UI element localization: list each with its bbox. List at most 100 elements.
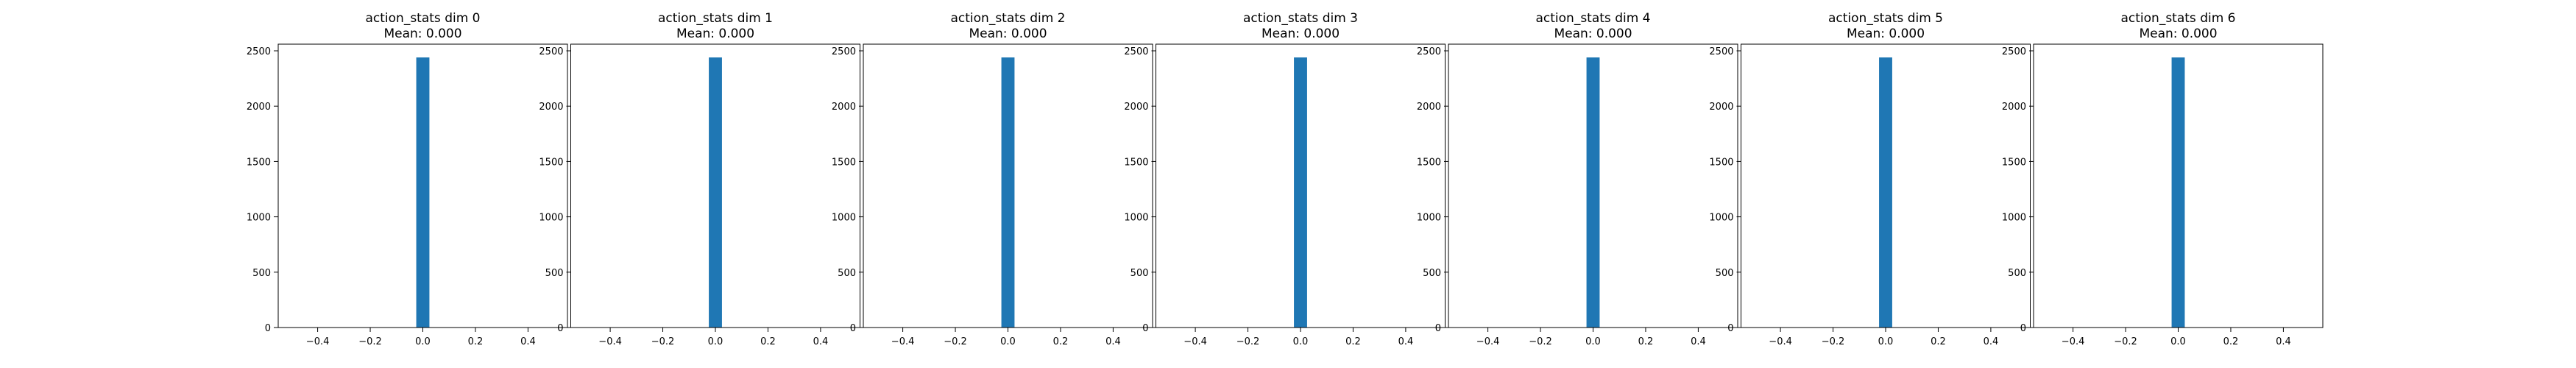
y-tick-label: 0	[2020, 323, 2026, 334]
y-tick-label: 1500	[247, 157, 271, 168]
y-tick-label: 1500	[1417, 157, 1441, 168]
x-tick-label: −0.2	[1529, 336, 1552, 347]
y-tick-label: 2500	[832, 46, 856, 57]
y-tick-label: 0	[557, 323, 563, 334]
y-tick-label: 2000	[1709, 102, 1733, 113]
y-tick-label: 1500	[832, 157, 856, 168]
y-tick-label: 1000	[1417, 213, 1441, 224]
x-tick-label: 0.2	[1345, 336, 1361, 347]
y-tick-label: 1500	[539, 157, 563, 168]
x-tick-label: −0.4	[1183, 336, 1207, 347]
x-tick-label: 0.2	[468, 336, 484, 347]
subplot-mean-label: Mean: 0.000	[1554, 26, 1632, 41]
subplot-title: action_stats dim 1	[658, 11, 773, 26]
y-tick-label: 2500	[2002, 46, 2026, 57]
y-tick-label: 1000	[539, 213, 563, 224]
x-tick-label: −0.2	[651, 336, 675, 347]
histogram-bar	[1587, 57, 1600, 328]
x-tick-label: −0.2	[1236, 336, 1260, 347]
y-tick-label: 500	[1423, 268, 1441, 279]
y-tick-label: 500	[545, 268, 564, 279]
subplot-title: action_stats dim 4	[1536, 11, 1651, 26]
subplot-mean-label: Mean: 0.000	[676, 26, 754, 41]
histogram-bar	[2172, 57, 2185, 328]
y-tick-label: 500	[2008, 268, 2026, 279]
histogram-bar	[1294, 57, 1307, 328]
x-tick-label: −0.4	[2062, 336, 2085, 347]
y-tick-label: 500	[1130, 268, 1149, 279]
y-tick-label: 2500	[247, 46, 271, 57]
y-tick-label: 0	[1435, 323, 1441, 334]
subplot-mean-label: Mean: 0.000	[969, 26, 1047, 41]
subplot-title: action_stats dim 0	[366, 11, 481, 26]
y-tick-label: 1000	[247, 213, 271, 224]
y-tick-label: 1500	[1124, 157, 1148, 168]
x-tick-label: 0.4	[813, 336, 829, 347]
x-tick-label: 0.2	[2223, 336, 2239, 347]
histogram-bar	[1002, 57, 1015, 328]
x-tick-label: 0.4	[1398, 336, 1414, 347]
histogram-bar	[1879, 57, 1892, 328]
subplot-mean-label: Mean: 0.000	[1262, 26, 1340, 41]
histogram-bar	[417, 57, 430, 328]
y-tick-label: 2000	[1417, 102, 1441, 113]
x-tick-label: 0.2	[760, 336, 776, 347]
y-tick-label: 2500	[539, 46, 563, 57]
subplot-title: action_stats dim 3	[1243, 11, 1358, 26]
subplot-title: action_stats dim 2	[951, 11, 1066, 26]
y-tick-label: 2000	[1124, 102, 1148, 113]
x-tick-label: 0.0	[1878, 336, 1894, 347]
x-tick-label: 0.4	[1105, 336, 1121, 347]
y-tick-label: 0	[850, 323, 856, 334]
x-tick-label: −0.4	[891, 336, 915, 347]
y-tick-label: 1000	[2002, 213, 2026, 224]
y-tick-label: 0	[265, 323, 271, 334]
y-tick-label: 1000	[832, 213, 856, 224]
subplot-mean-label: Mean: 0.000	[1847, 26, 1925, 41]
y-tick-label: 2500	[1417, 46, 1441, 57]
x-tick-label: −0.4	[598, 336, 622, 347]
subplot-title: action_stats dim 6	[2121, 11, 2236, 26]
subplot-mean-label: Mean: 0.000	[383, 26, 461, 41]
x-tick-label: 0.0	[1585, 336, 1601, 347]
x-tick-label: 0.2	[1638, 336, 1654, 347]
subplot-mean-label: Mean: 0.000	[2139, 26, 2217, 41]
x-tick-label: 0.2	[1931, 336, 1946, 347]
x-tick-label: 0.4	[2276, 336, 2291, 347]
y-tick-label: 1000	[1709, 213, 1733, 224]
x-tick-label: −0.2	[944, 336, 967, 347]
y-tick-label: 0	[1727, 323, 1733, 334]
y-tick-label: 500	[1716, 268, 1734, 279]
x-tick-label: 0.4	[1691, 336, 1706, 347]
y-tick-label: 0	[1142, 323, 1148, 334]
y-tick-label: 2000	[539, 102, 563, 113]
y-tick-label: 2000	[832, 102, 856, 113]
y-tick-label: 1500	[1709, 157, 1733, 168]
x-tick-label: 0.0	[2170, 336, 2186, 347]
x-tick-label: −0.2	[2114, 336, 2137, 347]
x-tick-label: −0.4	[306, 336, 330, 347]
x-tick-label: −0.4	[1769, 336, 1792, 347]
y-tick-label: 2500	[1124, 46, 1148, 57]
x-tick-label: 0.0	[1000, 336, 1016, 347]
y-tick-label: 500	[252, 268, 271, 279]
x-tick-label: 0.0	[415, 336, 431, 347]
x-tick-label: 0.4	[1984, 336, 1999, 347]
y-tick-label: 1000	[1124, 213, 1148, 224]
y-tick-label: 500	[838, 268, 856, 279]
x-tick-label: 0.0	[708, 336, 723, 347]
histogram-bar	[709, 57, 722, 328]
y-tick-label: 2000	[2002, 102, 2026, 113]
x-tick-label: 0.0	[1293, 336, 1309, 347]
x-tick-label: −0.4	[1476, 336, 1500, 347]
y-tick-label: 2000	[247, 102, 271, 113]
x-tick-label: 0.2	[1053, 336, 1069, 347]
